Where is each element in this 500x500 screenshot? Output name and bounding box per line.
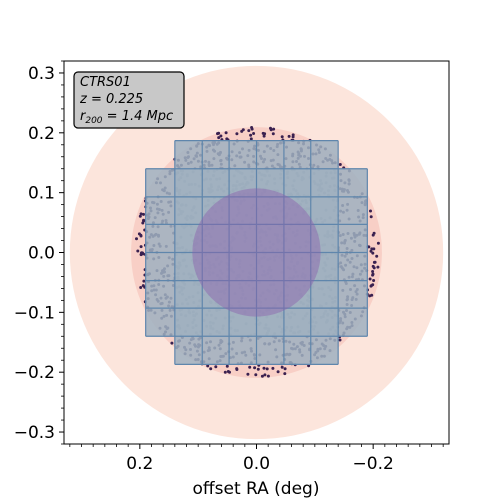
cluster-name: CTRS01 (80, 75, 131, 90)
x-tick-label: 0.2 (126, 454, 153, 474)
galaxy-point (291, 135, 295, 139)
y-tick-label: 0.1 (28, 184, 55, 204)
radius-subscript: 200 (85, 116, 102, 126)
galaxy-point (371, 272, 375, 276)
galaxy-point (262, 134, 266, 138)
galaxy-point (287, 134, 291, 138)
galaxy-point (137, 232, 141, 236)
galaxy-point (139, 234, 143, 238)
galaxy-point (139, 286, 143, 289)
galaxy-point (338, 163, 342, 166)
galaxy-point (135, 237, 138, 241)
galaxy-point (252, 132, 256, 135)
galaxy-point (235, 132, 239, 136)
galaxy-point (225, 364, 229, 368)
galaxy-point (138, 214, 142, 218)
galaxy-point (224, 131, 228, 135)
galaxy-point (250, 126, 254, 129)
galaxy-point (376, 265, 380, 269)
galaxy-point (142, 218, 146, 222)
galaxy-point (247, 129, 251, 133)
plot-area (69, 65, 444, 440)
galaxy-point (249, 137, 253, 141)
y-tick-label: −0.1 (14, 303, 55, 323)
galaxy-point (142, 279, 146, 283)
x-axis: 0.2 0.0 −0.2 (69, 444, 444, 474)
galaxy-point (369, 215, 373, 219)
galaxy-point (248, 365, 252, 369)
galaxy-point (372, 266, 376, 270)
galaxy-point (241, 128, 245, 132)
galaxy-point (170, 341, 174, 345)
galaxy-point (269, 128, 273, 132)
info-box: CTRS01 z = 0.225 r200 = 1.4 Mpc (73, 71, 185, 129)
galaxy-point (307, 364, 311, 368)
galaxy-point (253, 366, 257, 370)
galaxy-point (219, 134, 223, 138)
galaxy-point (246, 372, 250, 376)
y-tick-label: 0.0 (28, 244, 55, 264)
galaxy-point (370, 247, 374, 251)
galaxy-point (372, 279, 376, 282)
galaxy-point (369, 284, 373, 288)
tile-footprint (145, 139, 368, 366)
galaxy-point (142, 212, 145, 216)
y-tick-label: 0.2 (28, 124, 55, 144)
redshift-label: z = 0.225 (79, 92, 143, 107)
galaxy-point (283, 367, 287, 371)
galaxy-point (338, 338, 342, 342)
galaxy-point (226, 370, 230, 373)
galaxy-point (209, 367, 213, 371)
radius-label: r200 = 1.4 Mpc (80, 109, 173, 126)
galaxy-point (280, 135, 284, 139)
galaxy-point (260, 374, 264, 378)
galaxy-point (272, 127, 276, 131)
galaxy-point (262, 366, 266, 370)
galaxy-point (206, 364, 210, 368)
galaxy-point (376, 241, 380, 245)
x-tick-label: −0.2 (353, 454, 394, 474)
galaxy-point (369, 209, 372, 213)
galaxy-point (217, 131, 221, 135)
galaxy-point (263, 373, 267, 377)
galaxy-point (283, 372, 287, 376)
radius-value: = 1.4 Mpc (103, 109, 174, 124)
galaxy-point (368, 294, 372, 298)
galaxy-point (217, 136, 221, 140)
galaxy-point (136, 249, 140, 253)
galaxy-point (375, 254, 379, 258)
galaxy-point (276, 370, 280, 374)
y-tick-label: 0.3 (28, 64, 55, 84)
galaxy-point (373, 260, 377, 264)
galaxy-point (280, 365, 284, 369)
x-tick-label: 0.0 (243, 454, 270, 474)
galaxy-point (369, 249, 373, 253)
y-axis: 0.3 0.2 0.1 0.0 −0.1 −0.2 −0.3 (14, 60, 64, 445)
galaxy-point (266, 374, 270, 378)
galaxy-point (265, 367, 269, 371)
y-tick-label: −0.2 (14, 363, 55, 383)
galaxy-point (139, 245, 143, 249)
radius-prefix: r (80, 109, 87, 124)
galaxy-point (214, 365, 218, 369)
galaxy-point (235, 367, 239, 371)
galaxy-point (368, 277, 372, 281)
galaxy-point (254, 373, 258, 377)
galaxy-point (139, 251, 143, 255)
galaxy-point (249, 133, 253, 137)
galaxy-point (372, 231, 376, 235)
galaxy-point (139, 212, 143, 216)
galaxy-point (271, 366, 275, 370)
inner-region (192, 188, 321, 317)
galaxy-point (263, 132, 267, 136)
galaxy-point (271, 132, 275, 136)
galaxy-point (223, 370, 227, 374)
galaxy-point (256, 367, 260, 371)
x-axis-label: offset RA (deg) (193, 479, 320, 499)
info-box-frame (73, 71, 185, 129)
y-tick-label: −0.3 (14, 423, 55, 443)
galaxy-point (371, 270, 375, 273)
galaxy-point (225, 137, 229, 141)
